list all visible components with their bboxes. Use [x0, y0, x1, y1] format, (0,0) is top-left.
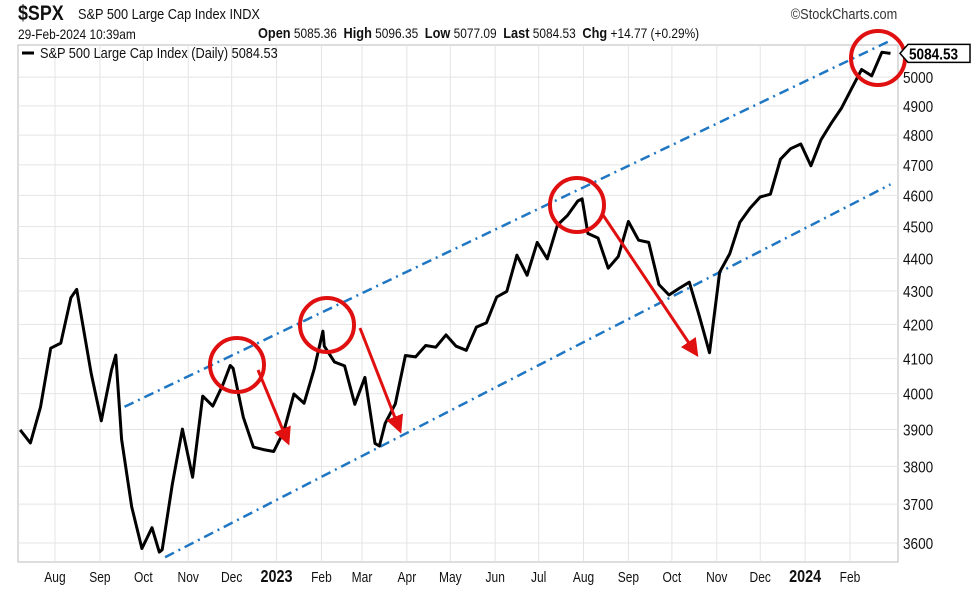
x-tick-label: Feb — [840, 569, 861, 586]
y-tick-label: 5000 — [903, 70, 933, 87]
y-tick-label: 4400 — [903, 252, 933, 269]
y-tick-label: 4500 — [903, 220, 933, 237]
last-value-box — [898, 43, 971, 64]
symbol: $SPX — [18, 2, 64, 25]
annotation-arrow — [358, 327, 404, 434]
datetime: 29-Feb-2024 10:39am — [18, 26, 136, 42]
y-tick-label: 3800 — [903, 459, 933, 476]
x-tick-label: Sep — [618, 569, 639, 586]
y-tick-label: 4800 — [903, 128, 933, 145]
open-value: 5085.36 — [293, 25, 337, 41]
x-tick-label: Aug — [44, 569, 65, 586]
copyright[interactable]: ©StockCharts.com — [790, 6, 897, 23]
annotation-circle — [208, 336, 266, 394]
high-value: 5096.35 — [375, 25, 419, 41]
annotation-circle — [298, 296, 356, 354]
y-tick-label: 3600 — [903, 536, 933, 553]
high-label: High — [343, 25, 372, 42]
x-tick-label: Nov — [178, 569, 200, 586]
x-tick-label: Aug — [573, 569, 594, 586]
annotation-arrow — [601, 214, 699, 357]
y-tick-label: 4600 — [903, 188, 933, 205]
x-tick-label: May — [439, 569, 462, 586]
x-tick-label: Feb — [311, 569, 332, 586]
x-tick-label: Mar — [352, 569, 373, 586]
legend-label: S&P 500 Large Cap Index (Daily) 5084.53 — [40, 44, 278, 61]
index-name: S&P 500 Large Cap Index INDX — [78, 6, 260, 23]
trend-channel-upper — [123, 39, 892, 408]
y-tick-label: 4900 — [903, 99, 933, 116]
x-tick-label: Oct — [134, 569, 153, 586]
x-tick-label: Dec — [750, 569, 772, 586]
y-tick-label: 4200 — [903, 317, 933, 334]
annotation-circle — [548, 176, 606, 234]
last-value: 5084.53 — [532, 25, 576, 41]
x-tick-label: Oct — [663, 569, 682, 586]
y-tick-label: 4000 — [903, 387, 933, 404]
x-tick-label: Nov — [706, 569, 728, 586]
x-tick-label: Jul — [531, 569, 546, 586]
open-label: Open — [258, 25, 291, 42]
x-tick-label: 2024 — [789, 567, 821, 587]
chg-value: +14.77 (+0.29%) — [610, 25, 700, 41]
y-tick-label: 3700 — [903, 497, 933, 514]
price-line — [19, 50, 891, 554]
last-value-label: 5084.53 — [909, 46, 958, 63]
x-tick-label: 2023 — [261, 567, 293, 587]
y-tick-label: 4300 — [903, 284, 933, 301]
x-tick-label: Jun — [486, 569, 505, 586]
annotation-arrow — [256, 369, 291, 446]
ohlc-summary: Open 5085.36 High 5096.35 Low 5077.09 La… — [258, 25, 699, 42]
chg-label: Chg — [582, 25, 608, 42]
last-label: Last — [503, 25, 530, 42]
y-tick-label: 4100 — [903, 352, 933, 369]
x-tick-label: Dec — [221, 569, 243, 586]
x-tick-label: Apr — [398, 569, 417, 586]
y-tick-label: 4700 — [903, 158, 933, 175]
low-label: Low — [424, 25, 451, 42]
trend-channel-lower — [164, 183, 892, 559]
y-tick-label: 3900 — [903, 423, 933, 440]
plot-area — [17, 44, 899, 563]
x-tick-label: Sep — [89, 569, 110, 586]
low-value: 5077.09 — [453, 25, 497, 41]
